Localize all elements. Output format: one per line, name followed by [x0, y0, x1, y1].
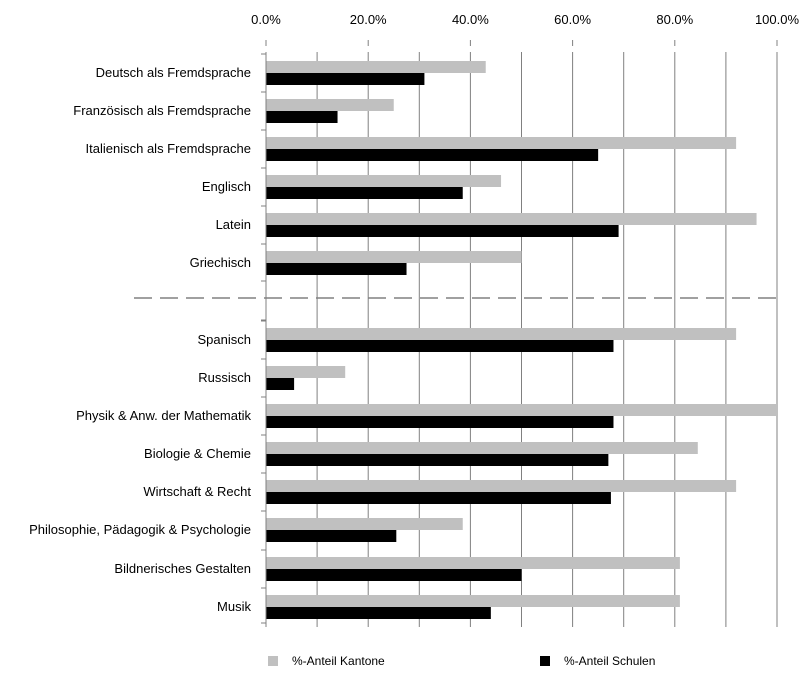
bar-schulen	[266, 111, 338, 123]
category-label: Italienisch als Fremdsprache	[86, 141, 251, 156]
bar-kantone	[266, 213, 757, 225]
bar-kantone	[266, 442, 698, 454]
x-axis-ticks: 0.0% 20.0% 40.0% 60.0% 80.0% 100.0%	[251, 12, 799, 46]
bars	[266, 61, 777, 619]
category-label: Französisch als Fremdsprache	[73, 103, 251, 118]
bar-schulen	[266, 492, 611, 504]
category-label: Philosophie, Pädagogik & Psychologie	[29, 522, 251, 537]
bar-schulen	[266, 225, 619, 237]
category-label: Griechisch	[190, 255, 251, 270]
legend-swatch	[540, 656, 550, 666]
bar-schulen	[266, 378, 295, 390]
category-labels: Deutsch als Fremdsprache Französisch als …	[29, 65, 251, 614]
bar-kantone	[266, 366, 346, 378]
bar-schulen	[266, 187, 463, 199]
category-label: Biologie & Chemie	[144, 446, 251, 461]
category-label: Physik & Anw. der Mathematik	[76, 408, 251, 423]
x-tick-label: 100.0%	[755, 12, 800, 27]
category-label: Russisch	[198, 370, 251, 385]
bar-kantone	[266, 518, 463, 530]
bar-kantone	[266, 99, 394, 111]
x-tick-label: 20.0%	[350, 12, 387, 27]
bar-kantone	[266, 480, 737, 492]
category-label: Wirtschaft & Recht	[143, 484, 251, 499]
bar-kantone	[266, 175, 502, 187]
bar-schulen	[266, 607, 491, 619]
category-label: Englisch	[202, 179, 251, 194]
x-tick-label: 60.0%	[554, 12, 591, 27]
x-tick-label: 0.0%	[251, 12, 281, 27]
category-label: Deutsch als Fremdsprache	[96, 65, 251, 80]
bar-schulen	[266, 530, 397, 542]
category-label: Musik	[217, 599, 251, 614]
axes	[134, 52, 778, 627]
bar-schulen	[266, 569, 522, 581]
x-tick-label: 40.0%	[452, 12, 489, 27]
bar-kantone	[266, 404, 777, 416]
bar-schulen	[266, 416, 614, 428]
category-label: Latein	[216, 217, 251, 232]
bar-kantone	[266, 328, 737, 340]
legend-swatch	[268, 656, 278, 666]
legend-label: %-Anteil Schulen	[564, 654, 655, 668]
bar-schulen	[266, 454, 609, 466]
bar-schulen	[266, 73, 425, 85]
x-tick-label: 80.0%	[656, 12, 693, 27]
legend: %-Anteil Kantone %-Anteil Schulen	[268, 654, 655, 668]
bar-kantone	[266, 251, 522, 263]
category-label: Bildnerisches Gestalten	[114, 561, 251, 576]
bar-schulen	[266, 340, 614, 352]
bar-kantone	[266, 557, 680, 569]
bar-kantone	[266, 61, 486, 73]
category-label: Spanisch	[198, 332, 251, 347]
bar-kantone	[266, 137, 737, 149]
bar-schulen	[266, 149, 599, 161]
bar-schulen	[266, 263, 407, 275]
bar-kantone	[266, 595, 680, 607]
legend-label: %-Anteil Kantone	[292, 654, 385, 668]
